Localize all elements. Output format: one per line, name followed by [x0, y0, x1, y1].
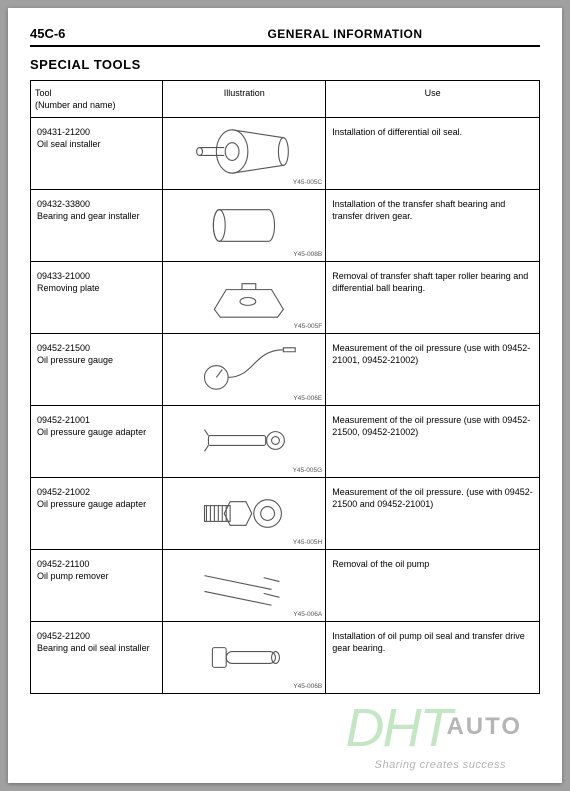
tool-number: 09431-21200 [37, 126, 156, 138]
figure-code: Y45-006B [293, 683, 322, 692]
table-row: 09452-21100 Oil pump remover Y45-006A Re… [31, 550, 540, 622]
tool-name: Oil pressure gauge adapter [37, 426, 156, 438]
figure-code: Y45-005F [294, 323, 323, 332]
tool-number: 09452-21001 [37, 414, 156, 426]
tool-number: 09452-21002 [37, 486, 156, 498]
tool-name: Removing plate [37, 282, 156, 294]
tool-number: 09452-21200 [37, 630, 156, 642]
tool-number: 09433-21000 [37, 270, 156, 282]
tool-cell: 09452-21500 Oil pressure gauge [31, 334, 163, 406]
figure-code: Y45-005H [293, 539, 322, 548]
table-row: 09452-21200 Bearing and oil seal install… [31, 622, 540, 694]
illustration-cell: Y45-006E [163, 334, 326, 406]
tool-cell: 09452-21100 Oil pump remover [31, 550, 163, 622]
tool-cell: 09433-21000 Removing plate [31, 262, 163, 334]
use-cell: Measurement of the oil pressure (use wit… [326, 406, 540, 478]
table-row: 09452-21002 Oil pressure gauge adapter Y… [31, 478, 540, 550]
table-row: 09433-21000 Removing plate Y45-005F Remo… [31, 262, 540, 334]
table-row: 09431-21200 Oil seal installer Y45-005C … [31, 118, 540, 190]
tool-name: Oil pressure gauge [37, 354, 156, 366]
table-row: 09452-21500 Oil pressure gauge Y45-006E … [31, 334, 540, 406]
page: 45C-6 GENERAL INFORMATION SPECIAL TOOLS … [8, 8, 562, 783]
col-use: Use [326, 81, 540, 118]
tool-number: 09432-33800 [37, 198, 156, 210]
table-row: 09432-33800 Bearing and gear installer Y… [31, 190, 540, 262]
illustration-cell: Y45-006A [163, 550, 326, 622]
use-cell: Installation of the transfer shaft beari… [326, 190, 540, 262]
figure-code: Y45-006A [293, 611, 322, 620]
special-tools-table: Tool (Number and name) Illustration Use … [30, 80, 540, 694]
illustration-cell: Y45-005F [163, 262, 326, 334]
tool-name: Oil pressure gauge adapter [37, 498, 156, 510]
page-title: GENERAL INFORMATION [267, 27, 422, 41]
col-tool: Tool (Number and name) [31, 81, 163, 118]
use-cell: Removal of transfer shaft taper roller b… [326, 262, 540, 334]
pdf-viewer: 45C-6 GENERAL INFORMATION SPECIAL TOOLS … [0, 0, 570, 791]
tool-cell: 09452-21001 Oil pressure gauge adapter [31, 406, 163, 478]
tool-cell: 09452-21002 Oil pressure gauge adapter [31, 478, 163, 550]
illustration-cell: Y45-008B [163, 190, 326, 262]
tool-name: Bearing and gear installer [37, 210, 156, 222]
tool-cell: 09452-21200 Bearing and oil seal install… [31, 622, 163, 694]
tool-number: 09452-21100 [37, 558, 156, 570]
illustration-cell: Y45-005C [163, 118, 326, 190]
tool-name: Bearing and oil seal installer [37, 642, 156, 654]
use-cell: Installation of differential oil seal. [326, 118, 540, 190]
use-cell: Measurement of the oil pressure. (use wi… [326, 478, 540, 550]
tool-cell: 09432-33800 Bearing and gear installer [31, 190, 163, 262]
col-illus: Illustration [163, 81, 326, 118]
table-row: 09452-21001 Oil pressure gauge adapter Y… [31, 406, 540, 478]
tool-cell: 09431-21200 Oil seal installer [31, 118, 163, 190]
figure-code: Y45-008B [293, 251, 322, 260]
table-header-row: Tool (Number and name) Illustration Use [31, 81, 540, 118]
figure-code: Y45-005C [293, 179, 322, 188]
tool-number: 09452-21500 [37, 342, 156, 354]
illustration-cell: Y45-005G [163, 406, 326, 478]
use-cell: Measurement of the oil pressure (use wit… [326, 334, 540, 406]
illustration-cell: Y45-006B [163, 622, 326, 694]
illustration-cell: Y45-005H [163, 478, 326, 550]
page-header: 45C-6 GENERAL INFORMATION [30, 26, 540, 47]
use-cell: Removal of the oil pump [326, 550, 540, 622]
figure-code: Y45-005G [293, 467, 323, 476]
tool-name: Oil pump remover [37, 570, 156, 582]
page-code: 45C-6 [30, 26, 150, 41]
watermark-tagline: Sharing creates success [375, 759, 506, 771]
use-cell: Installation of oil pump oil seal and tr… [326, 622, 540, 694]
watermark-brand: DHTAUTO [345, 697, 522, 759]
figure-code: Y45-006E [293, 395, 322, 404]
tool-name: Oil seal installer [37, 138, 156, 150]
section-title: SPECIAL TOOLS [30, 57, 540, 72]
